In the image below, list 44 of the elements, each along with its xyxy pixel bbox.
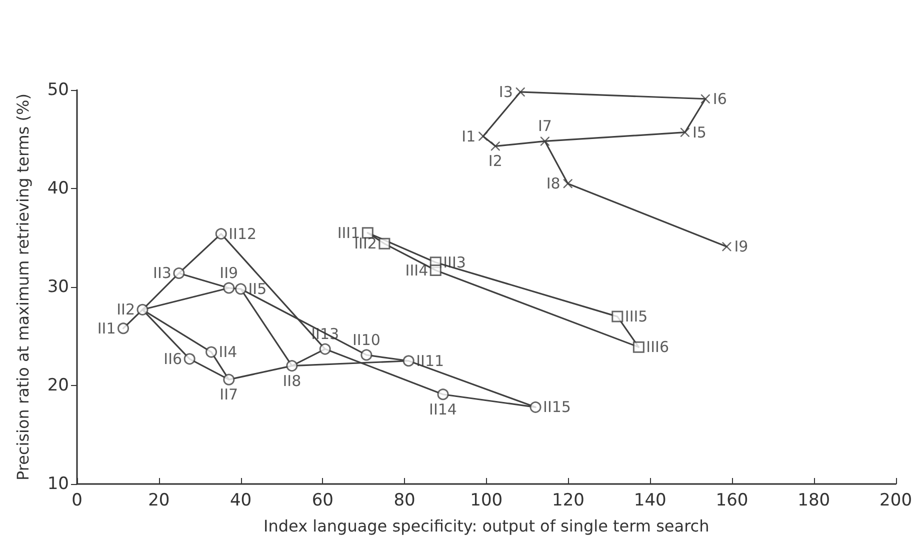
x-tick-label: 80 bbox=[394, 490, 416, 510]
annotation: II7 bbox=[220, 386, 238, 404]
x-tick-label: 60 bbox=[312, 490, 334, 510]
annotation: I6 bbox=[712, 90, 727, 108]
x-tick-label: 160 bbox=[716, 490, 748, 510]
annotation: II1 bbox=[97, 319, 116, 338]
annotation: I5 bbox=[692, 123, 706, 142]
annotation: I1 bbox=[462, 127, 476, 146]
annotation: I3 bbox=[498, 82, 513, 101]
annotation: II9 bbox=[220, 264, 238, 282]
annotation: II6 bbox=[164, 350, 182, 368]
annotation: III6 bbox=[646, 338, 670, 356]
y-tick-label: 30 bbox=[47, 277, 69, 297]
annotation: III4 bbox=[405, 261, 428, 280]
x-tick-label: 40 bbox=[230, 490, 252, 510]
y-tick-label: 10 bbox=[47, 474, 69, 494]
annotation: II3 bbox=[153, 264, 172, 282]
annotation: II8 bbox=[282, 372, 302, 390]
annotation: II15 bbox=[543, 398, 571, 416]
x-tick-label: 120 bbox=[552, 490, 584, 510]
x-tick-label: 100 bbox=[470, 490, 503, 510]
x-axis-title: Index language specificity: output of single term search bbox=[264, 516, 710, 536]
annotation: II14 bbox=[429, 400, 457, 418]
annotation: I8 bbox=[546, 174, 560, 193]
y-axis-title: Precision ratio at maximum retrieving terms (%) bbox=[14, 94, 32, 480]
x-tick-label: 180 bbox=[798, 490, 830, 510]
y-tick-label: 50 bbox=[47, 80, 69, 100]
annotation: II4 bbox=[218, 343, 238, 362]
x-tick-label: 0 bbox=[72, 490, 82, 510]
annotation: I7 bbox=[538, 117, 552, 136]
x-tick-label: 20 bbox=[148, 490, 170, 510]
y-tick-label: 40 bbox=[47, 178, 69, 198]
annotation: II11 bbox=[416, 352, 444, 370]
annotation: I9 bbox=[734, 238, 748, 256]
annotation: III5 bbox=[624, 308, 648, 326]
annotation: II5 bbox=[248, 280, 267, 298]
annotation: II2 bbox=[116, 300, 135, 319]
annotation: III3 bbox=[443, 253, 466, 272]
x-tick-label: 140 bbox=[634, 490, 666, 510]
y-tick-label: 20 bbox=[47, 376, 69, 396]
annotation: II10 bbox=[352, 330, 380, 349]
annotation: I2 bbox=[488, 152, 502, 170]
annotation: II12 bbox=[228, 224, 257, 243]
x-tick-label: 200 bbox=[880, 490, 912, 510]
